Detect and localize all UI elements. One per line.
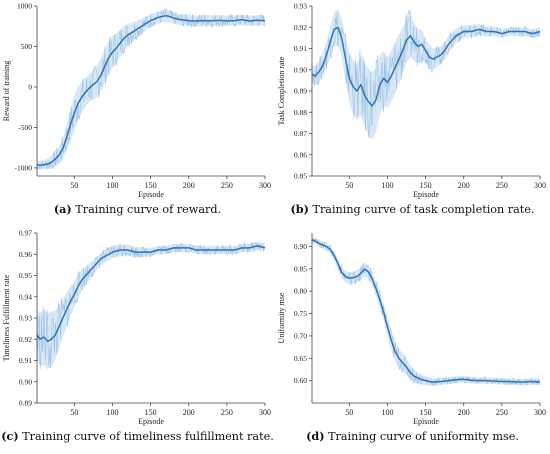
y-tick-label: 0.60 [294, 376, 307, 385]
y-tick-label: 0.75 [294, 309, 307, 318]
x-tick-label: 50 [70, 408, 78, 417]
series-line [311, 26, 541, 107]
caption-letter: (c) [1, 429, 19, 443]
x-tick-label: 300 [259, 181, 271, 190]
x-tick-label: 50 [345, 408, 353, 417]
confidence-band [37, 241, 265, 369]
x-tick-label: 150 [145, 181, 157, 190]
y-tick-label: 0.90 [19, 377, 32, 386]
caption-text: Training curve of timeliness fulfillment… [18, 430, 274, 443]
confidence-band [312, 237, 540, 386]
y-tick-label: 0.87 [294, 129, 307, 138]
series-line [36, 245, 266, 343]
y-tick-label: -1000 [15, 163, 33, 172]
x-tick-label: 100 [106, 181, 118, 190]
raw-trace [311, 237, 541, 388]
y-tick-label: 0.93 [19, 314, 32, 323]
caption-letter: (b) [290, 202, 309, 216]
chart-task-completion: 50 100 150 200 250 300 0.85 0.86 0.87 0.88 0.89 0.9… [277, 2, 546, 200]
x-tick-label: 250 [221, 181, 233, 190]
series-line [36, 14, 266, 166]
y-tick-label: 0.91 [294, 44, 307, 53]
y-tick-label: 0.89 [19, 399, 32, 408]
caption-uniformity: (d) Training curve of uniformity mse. [275, 429, 550, 443]
x-tick-label: 300 [534, 408, 546, 417]
y-tick-label: 0.85 [294, 264, 307, 273]
x-tick-label: 250 [496, 181, 508, 190]
x-tick-label: 100 [381, 181, 393, 190]
x-tick-label: 300 [534, 181, 546, 190]
caption-letter: (a) [53, 202, 72, 216]
y-tick-label: 0.70 [294, 331, 307, 340]
x-tick-label: 100 [106, 408, 118, 417]
y-tick-label: 0.88 [294, 108, 307, 117]
x-axis-label: Episode [413, 190, 439, 199]
caption-letter: (d) [306, 429, 325, 443]
chart-panel-timeliness: 50 100 150 200 250 300 0.89 0.90 0.91 0.92 0.93 0.9… [0, 227, 275, 454]
chart-panel-task-completion: 50 100 150 200 250 300 0.85 0.86 0.87 0.88 0.89 0.9… [275, 0, 550, 227]
x-tick-label: 50 [70, 181, 78, 190]
confidence-band [37, 9, 265, 170]
y-tick-label: 0.97 [19, 229, 32, 238]
x-tick-label: 200 [458, 408, 470, 417]
x-tick-label: 300 [259, 408, 271, 417]
x-tick-label: 150 [420, 181, 432, 190]
caption-timeliness: (c) Training curve of timeliness fulfill… [0, 429, 275, 443]
x-tick-label: 250 [221, 408, 233, 417]
y-tick-label: 1000 [17, 2, 32, 11]
caption-reward: (a) Training curve of reward. [0, 202, 275, 216]
x-axis-label: Episode [138, 190, 164, 199]
y-tick-label: 0.90 [294, 65, 307, 74]
chart-uniformity: 50 100 150 200 250 300 0.60 0.65 0.70 0.75 0.80 0.8… [277, 233, 546, 426]
y-tick-label: 0.95 [19, 271, 32, 280]
raw-trace [36, 7, 266, 171]
x-tick-label: 50 [345, 181, 353, 190]
chart-panel-reward: 50 100 150 200 250 300 -1000 -500 0 500 1000 Episod… [0, 0, 275, 227]
y-tick-label: 0.86 [294, 150, 307, 159]
y-tick-label: 0.80 [294, 287, 307, 296]
y-axis-label: Timeliness Fulfillment rate [2, 274, 11, 361]
x-tick-label: 150 [420, 408, 432, 417]
y-tick-label: 0.65 [294, 354, 307, 363]
y-tick-label: 0 [28, 82, 32, 91]
chart-panel-uniformity: 50 100 150 200 250 300 0.60 0.65 0.70 0.75 0.80 0.8… [275, 227, 550, 454]
y-tick-label: 0.91 [19, 356, 32, 365]
y-axis-label: Reward of training [2, 61, 11, 121]
x-tick-label: 200 [458, 181, 470, 190]
caption-text: Training curve of task completion rate. [308, 203, 535, 216]
confidence-band [312, 9, 540, 139]
y-axis-label: Uniformity mse [277, 292, 286, 343]
x-tick-label: 100 [381, 408, 393, 417]
y-tick-label: 0.96 [19, 250, 32, 259]
series-line [311, 239, 541, 383]
y-tick-label: 0.89 [294, 87, 307, 96]
chart-timeliness: 50 100 150 200 250 300 0.89 0.90 0.91 0.92 0.93 0.9… [2, 229, 271, 427]
x-tick-label: 200 [183, 181, 195, 190]
caption-task-completion: (b) Training curve of task completion ra… [275, 202, 550, 216]
x-tick-label: 200 [183, 408, 195, 417]
y-axis-label: Task Completion rate [277, 56, 286, 125]
chart-reward: 50 100 150 200 250 300 -1000 -500 0 500 1000 Episod… [2, 2, 271, 200]
caption-text: Training curve of reward. [71, 203, 222, 216]
x-tick-label: 150 [145, 408, 157, 417]
y-tick-label: 0.92 [19, 335, 32, 344]
y-tick-label: 0.85 [294, 172, 307, 181]
caption-text: Training curve of uniformity mse. [324, 430, 519, 443]
x-tick-label: 250 [496, 408, 508, 417]
y-tick-label: -500 [18, 123, 32, 132]
y-tick-label: 0.90 [294, 242, 307, 251]
y-tick-label: 500 [21, 42, 33, 51]
y-tick-label: 0.94 [19, 292, 32, 301]
y-tick-label: 0.92 [294, 23, 307, 32]
y-tick-label: 0.93 [294, 2, 307, 11]
raw-trace [36, 241, 266, 370]
x-axis-label: Episode [138, 417, 164, 426]
x-axis-label: Episode [413, 417, 439, 426]
